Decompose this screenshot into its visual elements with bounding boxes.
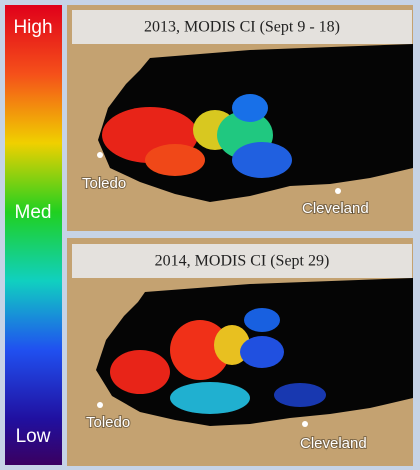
city-dot xyxy=(335,188,341,194)
bloom xyxy=(232,94,268,122)
panel-2013: 2013, MODIS CI (Sept 9 - 18) Toledo Clev… xyxy=(67,5,413,231)
panel-title: 2013, MODIS CI (Sept 9 - 18) xyxy=(144,19,340,36)
bloom xyxy=(145,144,205,176)
bloom xyxy=(274,383,326,407)
city-dot xyxy=(97,152,103,158)
colorbar-low: Low xyxy=(16,426,51,447)
title-bar xyxy=(72,10,412,44)
city-dot xyxy=(97,402,103,408)
colorbar-high: High xyxy=(13,17,52,38)
panel-title: 2014, MODIS CI (Sept 29) xyxy=(155,253,330,270)
colorbar: High Med Low xyxy=(5,5,62,465)
city-label: Toledo xyxy=(82,175,126,192)
bloom xyxy=(110,350,170,394)
bloom xyxy=(170,382,250,414)
city-label: Toledo xyxy=(86,414,130,431)
bloom xyxy=(240,336,284,368)
bloom xyxy=(170,320,230,380)
city-dot xyxy=(302,421,308,427)
bloom xyxy=(232,142,292,178)
city-label: Cleveland xyxy=(302,200,369,217)
colorbar-gradient xyxy=(5,5,62,465)
panel-2014: 2014, MODIS CI (Sept 29) Toledo Clevelan… xyxy=(67,238,413,466)
colorbar-med: Med xyxy=(15,202,52,223)
city-label: Cleveland xyxy=(300,435,367,452)
bloom xyxy=(244,308,280,332)
title-bar xyxy=(72,244,412,278)
